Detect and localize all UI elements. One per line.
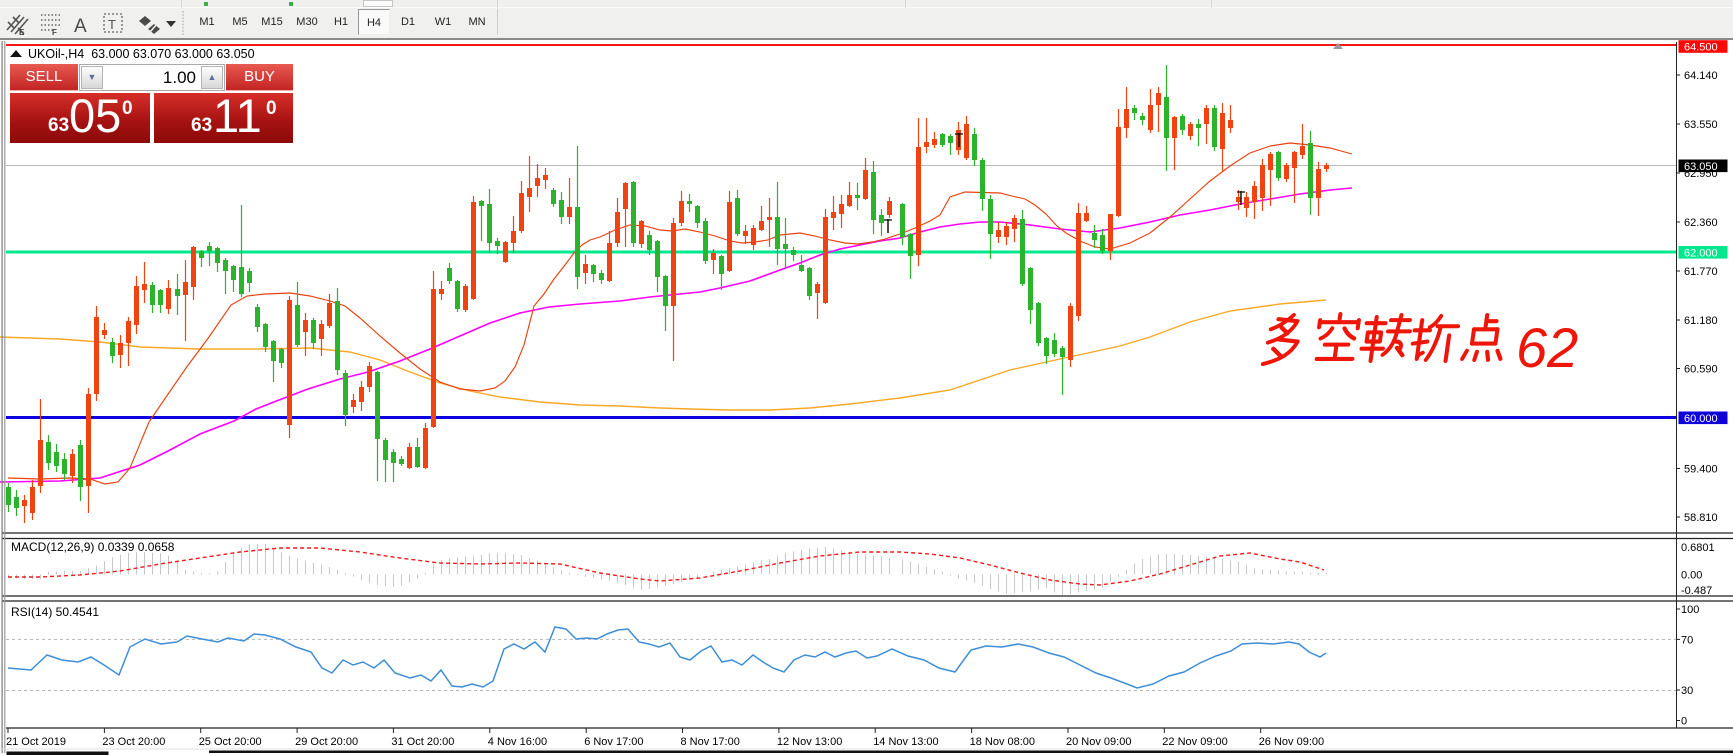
- svg-text:20 Nov 09:00: 20 Nov 09:00: [1066, 736, 1131, 748]
- svg-text:62: 62: [1516, 316, 1578, 379]
- svg-text:31 Oct 20:00: 31 Oct 20:00: [391, 736, 454, 748]
- svg-text:0: 0: [1681, 716, 1687, 728]
- svg-text:F: F: [52, 28, 57, 37]
- svg-text:58.810: 58.810: [1684, 512, 1718, 524]
- svg-text:26 Nov 09:00: 26 Nov 09:00: [1259, 736, 1324, 748]
- svg-text:0.00: 0.00: [1681, 570, 1702, 582]
- svg-text:64.140: 64.140: [1684, 70, 1718, 82]
- svg-text:64.500: 64.500: [1684, 42, 1718, 54]
- svg-text:70: 70: [1681, 634, 1693, 646]
- svg-text:30: 30: [1681, 685, 1693, 697]
- svg-text:100: 100: [1681, 604, 1699, 616]
- svg-text:MACD(12,26,9) 0.0339 0.0658: MACD(12,26,9) 0.0339 0.0658: [11, 540, 175, 554]
- svg-text:-0.487: -0.487: [1681, 585, 1712, 597]
- svg-text:4 Nov 16:00: 4 Nov 16:00: [488, 736, 547, 748]
- svg-text:60.590: 60.590: [1684, 364, 1718, 376]
- svg-text:29 Oct 20:00: 29 Oct 20:00: [295, 736, 358, 748]
- svg-text:T: T: [108, 17, 116, 32]
- svg-text:8 Nov 17:00: 8 Nov 17:00: [681, 736, 740, 748]
- svg-text:63.050: 63.050: [1684, 161, 1718, 173]
- svg-text:0.6801: 0.6801: [1681, 542, 1715, 554]
- svg-text:23 Oct 20:00: 23 Oct 20:00: [102, 736, 165, 748]
- svg-text:12 Nov 13:00: 12 Nov 13:00: [777, 736, 842, 748]
- svg-text:RSI(14) 50.4541: RSI(14) 50.4541: [11, 605, 99, 619]
- svg-text:61.180: 61.180: [1684, 315, 1718, 327]
- svg-text:A: A: [74, 16, 87, 37]
- svg-text:61.770: 61.770: [1684, 266, 1718, 278]
- svg-text:62.000: 62.000: [1684, 247, 1718, 259]
- svg-text:63.550: 63.550: [1684, 119, 1718, 131]
- svg-text:E: E: [19, 28, 25, 37]
- svg-text:UKOil-,H4 63.000 63.070 63.00: UKOil-,H4 63.000 63.070 63.000 63.050: [28, 47, 255, 61]
- svg-text:6 Nov 17:00: 6 Nov 17:00: [584, 736, 643, 748]
- svg-text:59.400: 59.400: [1684, 464, 1718, 476]
- svg-text:14 Nov 13:00: 14 Nov 13:00: [873, 736, 938, 748]
- svg-text:22 Nov 09:00: 22 Nov 09:00: [1162, 736, 1227, 748]
- svg-text:60.000: 60.000: [1684, 413, 1718, 425]
- svg-text:18 Nov 08:00: 18 Nov 08:00: [970, 736, 1035, 748]
- svg-text:62.360: 62.360: [1684, 217, 1718, 229]
- svg-text:21 Oct 2019: 21 Oct 2019: [6, 736, 66, 748]
- svg-text:25 Oct 20:00: 25 Oct 20:00: [199, 736, 262, 748]
